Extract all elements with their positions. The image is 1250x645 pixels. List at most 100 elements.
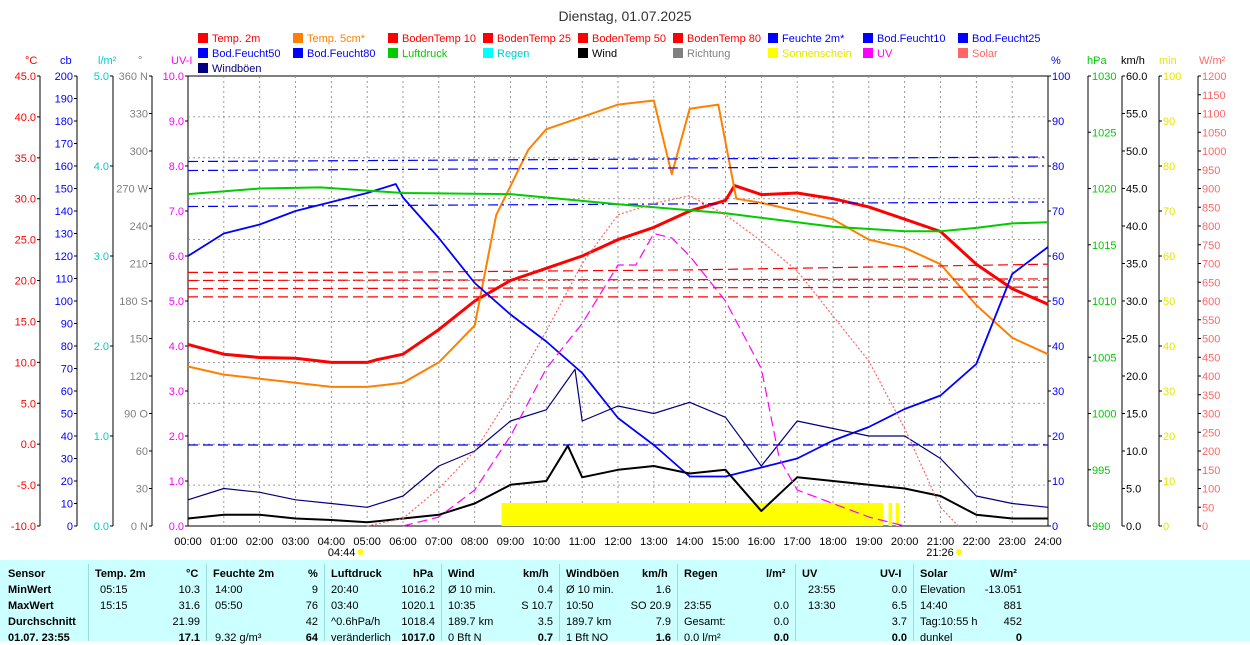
x-tick-label: 23:00 [998, 536, 1026, 548]
axis-tick-label: 300 [1202, 409, 1220, 421]
stats-header-unit-solar: W/m² [990, 568, 1017, 580]
stats-cell-temp-sub: 15:15 [100, 600, 128, 612]
legend-swatch [483, 33, 493, 43]
axis-tick-label: 100 [1052, 71, 1070, 83]
axis-tick-label: 100 [1163, 71, 1181, 83]
stats-column-separator [206, 564, 207, 641]
axis-tick-label: 1005 [1092, 352, 1116, 364]
stats-cell-uv-value: 0.0 [891, 584, 907, 596]
axis-tick-label: 10.0 [1126, 446, 1147, 458]
stats-column-separator [441, 564, 442, 641]
axis-tick-label: 9.0 [169, 116, 184, 128]
axis-tick-label: 1000 [1202, 146, 1226, 158]
axis-tick-label: 200 [55, 71, 73, 83]
stats-header-unit-uv: UV-I [880, 568, 902, 580]
stats-cell-wind-value: 0.4 [537, 584, 553, 596]
stats-cell-wind-sub: 189.7 km [448, 616, 494, 628]
axis-tick-label: 190 [55, 94, 73, 106]
stats-cell-wind-sub: 10:35 [448, 600, 476, 612]
stats-cell-temp-value: 21.99 [172, 616, 200, 628]
x-tick-label: 11:00 [569, 536, 596, 548]
legend-label: Bod.Feucht50 [212, 48, 281, 60]
axis-tick-label: 240 [130, 221, 148, 233]
axis-tick-label: 1020 [1092, 184, 1116, 196]
series-feuchte-2m-line [187, 183, 1049, 478]
axis-tick-label: 6.0 [169, 251, 184, 263]
x-tick-label: 05:00 [353, 536, 381, 548]
axis-tick-label: 3.0 [169, 386, 184, 398]
axis-tick-label: 0 N [131, 521, 148, 533]
legend-label: Bod.Feucht80 [307, 48, 376, 60]
stats-cell-wind-sub: Ø 10 min. [448, 584, 496, 596]
axis-unit-label: UV-I [171, 55, 192, 67]
legend-swatch [198, 48, 208, 58]
legend-swatch [483, 48, 493, 58]
stats-cell-solar-sub: Elevation [920, 584, 966, 596]
legend-swatch [863, 48, 873, 58]
sunrise-marker [357, 549, 364, 555]
axis-tick-label: 90 [1163, 116, 1175, 128]
stats-header-unit-regen: l/m² [766, 568, 786, 580]
stats-cell-druck-sub: 03:40 [331, 600, 359, 612]
legend-swatch [958, 48, 968, 58]
stats-cell-feuchte-value: 76 [305, 600, 318, 612]
axis-tick-label: 1000 [1092, 409, 1116, 421]
axis-tick-label: 20.0 [1126, 371, 1147, 383]
series-temp-5cm-line [187, 99, 1049, 388]
x-tick-label: 02:00 [246, 536, 274, 548]
series-wind-line [187, 444, 1048, 524]
axis-tick-label: 60 [136, 446, 148, 458]
axis-tick-label: 30.0 [15, 194, 36, 206]
legend-swatch [388, 33, 398, 43]
x-tick-label: 15:00 [712, 536, 740, 548]
series-bod-feucht50-line [187, 201, 1049, 208]
x-tick-label: 01:00 [210, 536, 238, 548]
stats-cell-regen-sub: Gesamt: [684, 616, 726, 628]
statistics-panel: Sensor Temp. 2m °C Feuchte 2m% Luftdruck hPa W… [0, 560, 1250, 644]
axis-tick-label: 30 [1052, 386, 1064, 398]
axis-tick-label: 30 [136, 484, 148, 496]
axis-tick-label: 25.0 [1126, 334, 1147, 346]
axis-tick-label: 600 [1202, 296, 1220, 308]
stats-cell-regen-value: 0.0 [773, 600, 789, 612]
axis-tick-label: 550 [1202, 315, 1220, 327]
stats-cell-boeen-value: 1.6 [655, 632, 671, 644]
axis-tick-label: 1010 [1092, 296, 1116, 308]
stats-cell-feuchte-value: 64 [305, 632, 318, 644]
legend-swatch [388, 48, 398, 58]
legend-swatch [768, 33, 778, 43]
axis-unit-label: W/m² [1199, 55, 1226, 67]
axis-tick-label: 150 [55, 184, 73, 196]
axis-tick-label: 2.0 [94, 341, 109, 353]
x-tick-label: 03:00 [282, 536, 310, 548]
stats-cell-feuchte-value: 42 [305, 616, 318, 628]
stats-cell-uv-value: 3.7 [891, 616, 907, 628]
legend-label: Luftdruck [402, 48, 448, 60]
axis-tick-label: 950 [1202, 165, 1220, 177]
legend-swatch [863, 33, 873, 43]
axis-tick-label: 10.0 [15, 357, 36, 369]
stats-cell-regen-sub: 0.0 l/m² [684, 632, 721, 644]
legend-label: BodenTemp 10 [402, 33, 476, 45]
x-tick-label: 07:00 [425, 536, 453, 548]
axis-tick-label: 130 [55, 229, 73, 241]
stats-column-separator [88, 564, 89, 641]
axis-tick-label: 20.0 [15, 276, 36, 288]
stats-cell-druck-value: 1018.4 [401, 616, 435, 628]
axis-tick-label: 70 [61, 364, 73, 376]
stats-cell-boeen-value: 1.6 [655, 584, 671, 596]
axis-tick-label: 40 [1163, 341, 1175, 353]
stats-header-wind: Wind [448, 568, 475, 580]
axis-tick-label: -10.0 [11, 521, 36, 533]
stats-header-regen: Regen [684, 568, 718, 580]
axis-tick-label: 10 [1163, 476, 1175, 488]
stats-header-solar: Solar [920, 568, 948, 580]
stats-row-label: 01.07. 23:55 [8, 632, 70, 644]
axis-tick-label: 80 [1052, 161, 1064, 173]
weather-chart: Dienstag, 01.07.2025 Temp. 2m Temp. 5cm* B… [11, 8, 1227, 559]
axis-tick-label: 0 [67, 521, 73, 533]
stats-cell-solar-sub: 14:40 [920, 600, 948, 612]
stats-cell-solar-value: 881 [1003, 600, 1022, 612]
axis-tick-label: 180 S [119, 296, 148, 308]
axis-tick-label: 0.0 [21, 439, 36, 451]
